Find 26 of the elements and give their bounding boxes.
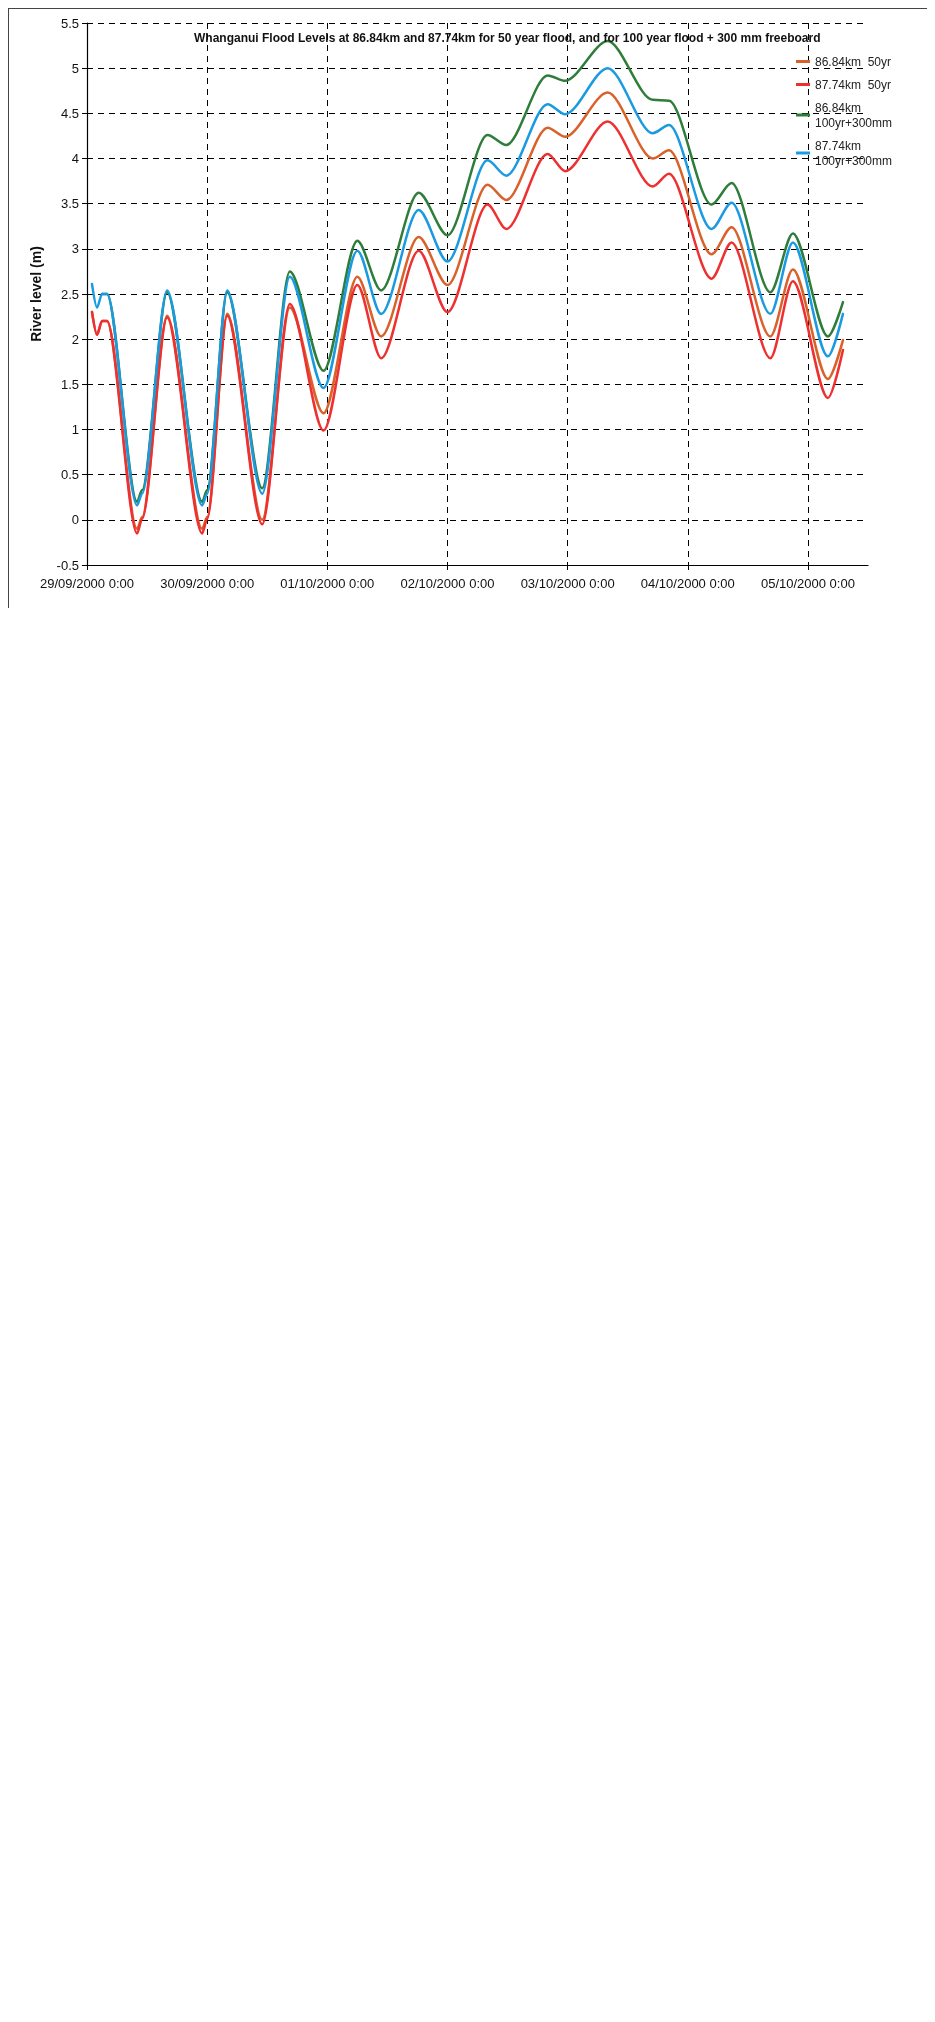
x-tick-label: 05/10/2000 0:00 — [760, 576, 855, 591]
x-tick-label: 30/09/2000 0:00 — [160, 576, 255, 591]
x-tick-label: 02/10/2000 0:00 — [400, 576, 495, 591]
y-tick-label: -0.5 — [56, 557, 79, 573]
y-tick-label: 1.5 — [60, 376, 79, 392]
x-tick-label: 04/10/2000 0:00 — [640, 576, 735, 591]
x-tick-label: 01/10/2000 0:00 — [280, 576, 375, 591]
x-tick-label: 03/10/2000 0:00 — [520, 576, 615, 591]
y-tick-label: 1 — [71, 422, 79, 437]
y-tick-label: 5.5 — [60, 15, 79, 31]
legend-label: 87.74km 100yr+300mm — [815, 138, 893, 168]
legend-label: 87.74km 50yr — [815, 77, 892, 92]
x-tick-label: 29/09/2000 0:00 — [40, 576, 134, 591]
y-tick-label: 0.5 — [60, 467, 79, 483]
y-tick-label: 5 — [71, 60, 79, 76]
y-tick-label: 2.5 — [60, 286, 79, 302]
y-tick-label: 2 — [71, 331, 79, 347]
legend-label: 86.84km 100yr+300mm — [815, 100, 893, 130]
y-tick-label: 0 — [71, 512, 79, 528]
legend-label: 86.84km 50yr — [815, 54, 892, 69]
y-tick-label: 3.5 — [60, 196, 79, 212]
y-tick-label: 4 — [71, 151, 79, 166]
y-axis-title: River level (m) — [28, 246, 44, 342]
y-tick-label: 3 — [71, 241, 79, 257]
y-tick-label: 4.5 — [60, 105, 79, 121]
text: Whanganui Flood Levels at 86.84km and 87.74km for 50 year flood, and for 100 year flood + 300 mm freeboard — [194, 31, 821, 45]
